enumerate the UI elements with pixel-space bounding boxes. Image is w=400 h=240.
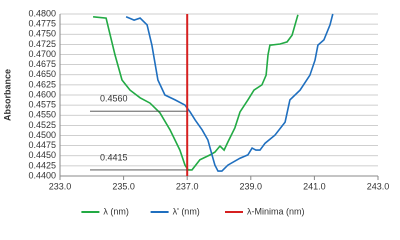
annotation: 0.4560 bbox=[100, 94, 128, 104]
y-tick-label: 0.4650 bbox=[28, 69, 56, 79]
legend-label: λ-Minima (nm) bbox=[247, 206, 305, 216]
y-tick-label: 0.4475 bbox=[28, 140, 56, 150]
x-tick-label: 235.0 bbox=[112, 181, 135, 191]
y-tick-label: 0.4750 bbox=[28, 29, 56, 39]
y-tick-label: 0.4800 bbox=[28, 8, 56, 18]
x-tick-label: 237.0 bbox=[176, 181, 199, 191]
y-tick-label: 0.4425 bbox=[28, 160, 56, 170]
y-tick-label: 0.4575 bbox=[28, 100, 56, 110]
y-axis-label: Absorbance bbox=[2, 69, 12, 121]
chart: Absorbance 0.44000.44250.44500.44750.450… bbox=[2, 8, 390, 216]
x-tick-label: 241.0 bbox=[303, 181, 326, 191]
annotation: 0.4415 bbox=[100, 152, 128, 162]
y-tick-label: 0.4700 bbox=[28, 49, 56, 59]
x-tick-label: 233.0 bbox=[49, 181, 72, 191]
y-tick-label: 0.4675 bbox=[28, 59, 56, 69]
y-tick-label: 0.4400 bbox=[28, 170, 56, 180]
y-tick-label: 0.4625 bbox=[28, 79, 56, 89]
y-tick-label: 0.4525 bbox=[28, 120, 56, 130]
series-line bbox=[93, 14, 299, 171]
y-tick-label: 0.4500 bbox=[28, 130, 56, 140]
y-tick-label: 0.4725 bbox=[28, 39, 56, 49]
y-tick-label: 0.4775 bbox=[28, 19, 56, 29]
legend-label: λ (nm) bbox=[103, 206, 128, 216]
series-line bbox=[125, 13, 334, 172]
legend-label: λ' (nm) bbox=[173, 206, 200, 216]
y-tick-label: 0.4550 bbox=[28, 110, 56, 120]
y-tick-label: 0.4450 bbox=[28, 150, 56, 160]
x-tick-label: 243.0 bbox=[367, 181, 390, 191]
y-tick-label: 0.4600 bbox=[28, 89, 56, 99]
x-tick-label: 239.0 bbox=[240, 181, 263, 191]
